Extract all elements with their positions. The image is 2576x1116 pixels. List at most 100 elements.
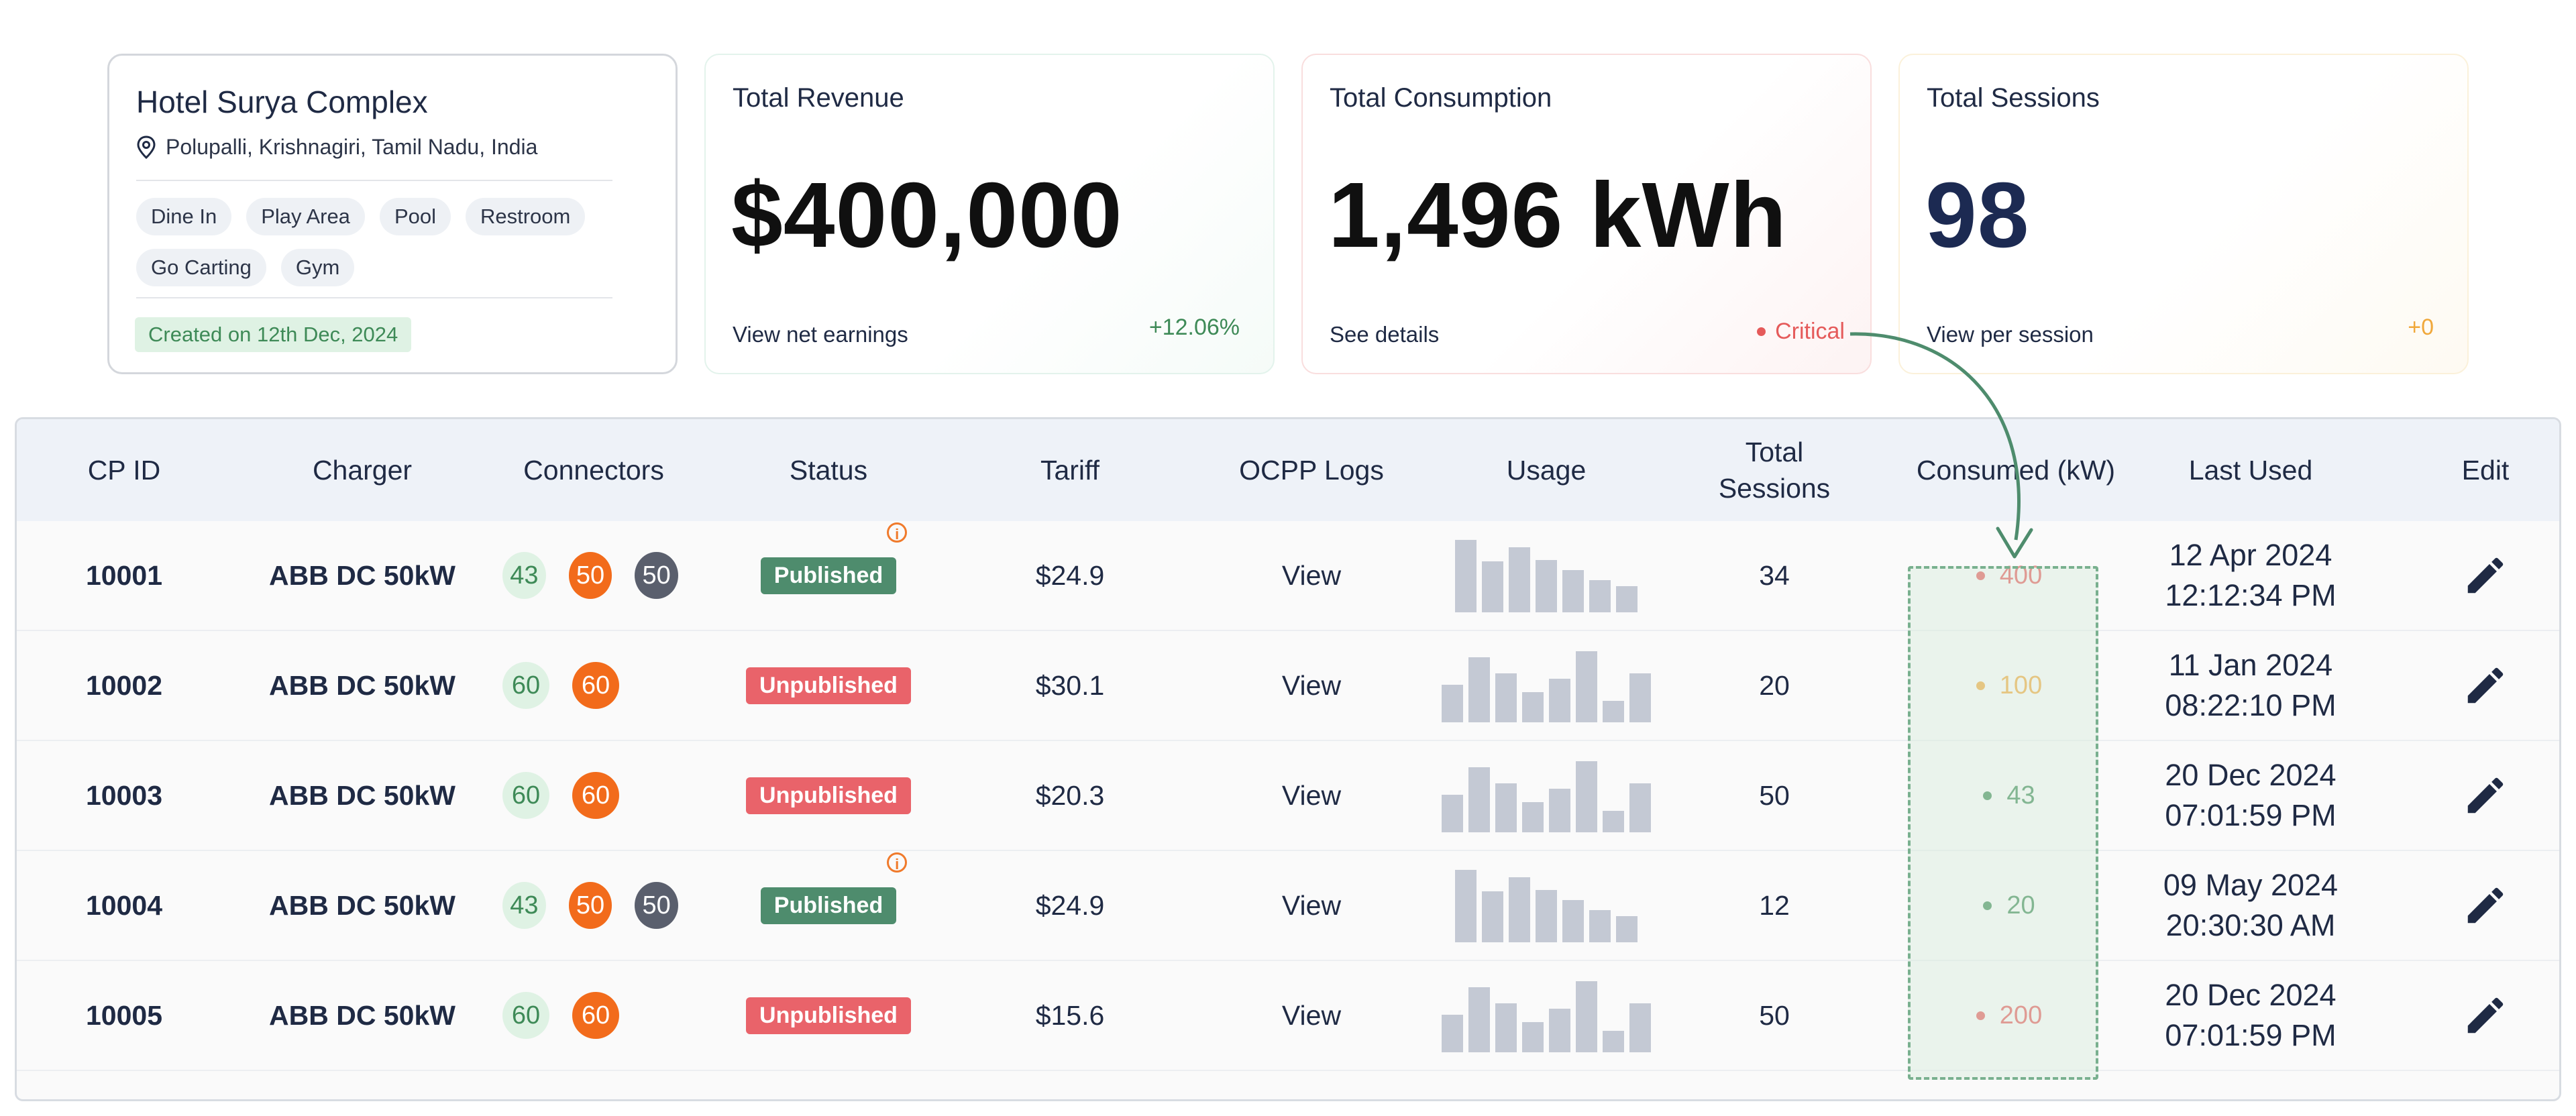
usage-bar — [1616, 916, 1638, 942]
status-badge[interactable]: Published i — [760, 852, 908, 924]
pencil-icon[interactable] — [2462, 552, 2509, 599]
connector-badge-green[interactable]: 43 — [502, 882, 546, 929]
header-ocpp-logs[interactable]: OCPP Logs — [1239, 455, 1384, 486]
map-pin-icon — [137, 135, 156, 159]
header-edit: Edit — [2461, 455, 2510, 486]
header-cp-id[interactable]: CP ID — [87, 455, 161, 486]
see-details-link[interactable]: See details — [1330, 322, 1440, 347]
connector-badge-green[interactable]: 60 — [502, 662, 549, 709]
status-badge[interactable]: Unpublished — [746, 777, 911, 814]
usage-bar — [1522, 692, 1544, 722]
charger-cell: ABB DC 50kW — [269, 779, 455, 811]
last-used-cell: 20 Dec 2024 07:01:59 PM — [2143, 961, 2358, 1070]
view-per-session-link[interactable]: View per session — [1927, 322, 2094, 347]
connector-badge-orange[interactable]: 60 — [572, 992, 619, 1039]
table-row[interactable]: 10002 ABB DC 50kW 60 60 Unpublished $30.1 View… — [17, 631, 2559, 741]
usage-bar — [1495, 673, 1517, 722]
view-net-earnings-link[interactable]: View net earnings — [733, 322, 908, 347]
table-row[interactable]: 10001 ABB DC 50kW 43 50 50 Published i $24.9 Vie… — [17, 521, 2559, 631]
status-label: Published — [773, 562, 883, 588]
ocpp-view-link[interactable]: View — [1281, 779, 1342, 811]
connectors-cell: 60 60 — [486, 961, 701, 1070]
connector-badge-orange[interactable]: 50 — [568, 882, 612, 929]
ocpp-view-link[interactable]: View — [1281, 999, 1342, 1031]
usage-bar — [1455, 870, 1477, 942]
amenity-list: Dine In Play Area Pool Restroom Go Carti… — [136, 198, 633, 286]
chargepoint-table: CP ID Charger Connectors Status Tariff O… — [15, 417, 2561, 1101]
table-row[interactable]: 10003 ABB DC 50kW 60 60 Unpublished $20.3 View… — [17, 741, 2559, 851]
consumed-cell: 43 — [1909, 741, 2110, 850]
usage-bar — [1522, 1022, 1544, 1052]
status-dot — [1976, 571, 1985, 580]
connector-badge-green[interactable]: 60 — [502, 772, 549, 819]
status-cell: Unpublished — [714, 961, 943, 1070]
usage-sparkline — [1455, 869, 1638, 942]
status-badge[interactable]: Published i — [760, 522, 908, 594]
usage-bar — [1495, 783, 1517, 832]
usage-bar — [1603, 1031, 1624, 1052]
amenity-tag: Go Carting — [136, 249, 266, 286]
ocpp-view-link[interactable]: View — [1281, 889, 1342, 921]
edit-cell — [2418, 521, 2553, 630]
status-dot — [1983, 901, 1992, 910]
header-tariff[interactable]: Tariff — [1040, 455, 1100, 486]
sessions-title: Total Sessions — [1927, 83, 2100, 113]
usage-bar — [1549, 789, 1570, 832]
last-used-time: 07:01:59 PM — [2165, 798, 2337, 832]
last-used-date: 11 Jan 2024 — [2168, 648, 2333, 682]
pencil-icon[interactable] — [2462, 882, 2509, 929]
cp-id-cell: 10002 — [85, 669, 162, 701]
header-usage[interactable]: Usage — [1506, 455, 1587, 486]
connector-badge-gray[interactable]: 50 — [635, 882, 679, 929]
status-badge[interactable]: Unpublished — [746, 997, 911, 1034]
connector-badge-green[interactable]: 60 — [502, 992, 549, 1039]
table-row[interactable]: 10005 ABB DC 50kW 60 60 Unpublished $15.6 View… — [17, 961, 2559, 1071]
pencil-icon[interactable] — [2462, 992, 2509, 1039]
header-connectors[interactable]: Connectors — [523, 455, 664, 486]
pencil-icon[interactable] — [2462, 772, 2509, 819]
info-icon[interactable]: i — [887, 852, 908, 873]
ocpp-view-link[interactable]: View — [1281, 669, 1342, 701]
total-sessions-cell: 20 — [1759, 669, 1790, 701]
header-total-sessions[interactable]: Total Sessions — [1718, 437, 1831, 504]
status-cell: Published i — [714, 521, 943, 630]
amenity-tag: Restroom — [465, 198, 586, 235]
connector-badge-green[interactable]: 43 — [502, 552, 546, 599]
usage-bar — [1509, 877, 1530, 942]
connector-badge-orange[interactable]: 60 — [572, 662, 619, 709]
cp-id-cell: 10003 — [85, 779, 162, 811]
usage-bar — [1576, 651, 1597, 722]
status-badge[interactable]: Unpublished — [746, 667, 911, 704]
info-icon[interactable]: i — [887, 522, 908, 543]
status-label: Unpublished — [759, 1002, 898, 1028]
consumed-cell: 200 — [1909, 961, 2110, 1070]
consumed-cell: 400 — [1909, 521, 2110, 630]
sessions-delta: +0 — [2408, 315, 2434, 340]
total-sessions-cell: 34 — [1759, 559, 1790, 591]
consumed-value: 400 — [1999, 561, 2043, 590]
total-sessions-cell: 50 — [1759, 999, 1790, 1031]
pencil-icon[interactable] — [2462, 662, 2509, 709]
last-used-time: 12:12:34 PM — [2165, 578, 2337, 612]
status-cell: Unpublished — [714, 631, 943, 740]
last-used-date: 20 Dec 2024 — [2165, 978, 2337, 1012]
header-charger[interactable]: Charger — [312, 455, 413, 486]
ocpp-view-link[interactable]: View — [1281, 559, 1342, 591]
last-used-date: 20 Dec 2024 — [2165, 758, 2337, 792]
table-row[interactable]: 10004 ABB DC 50kW 43 50 50 Published i $24.9 Vie… — [17, 851, 2559, 961]
connector-badge-gray[interactable]: 50 — [635, 552, 679, 599]
usage-bar — [1603, 811, 1624, 832]
total-sessions-cell: 12 — [1759, 889, 1790, 921]
connector-badge-orange[interactable]: 50 — [568, 552, 612, 599]
charger-cell: ABB DC 50kW — [269, 669, 455, 701]
header-consumed[interactable]: Consumed (kW) — [1916, 455, 2116, 486]
connectors-cell: 60 60 — [486, 631, 701, 740]
connector-badge-orange[interactable]: 60 — [572, 772, 619, 819]
last-used-time: 08:22:10 PM — [2165, 688, 2337, 722]
usage-bar — [1468, 987, 1490, 1052]
header-status[interactable]: Status — [789, 455, 868, 486]
status-label: Published — [773, 892, 883, 918]
site-info-card: Hotel Surya Complex Polupalli, Krishnagi… — [107, 54, 678, 374]
header-last-used[interactable]: Last Used — [2188, 455, 2313, 486]
consumed-value: 20 — [2006, 891, 2035, 919]
